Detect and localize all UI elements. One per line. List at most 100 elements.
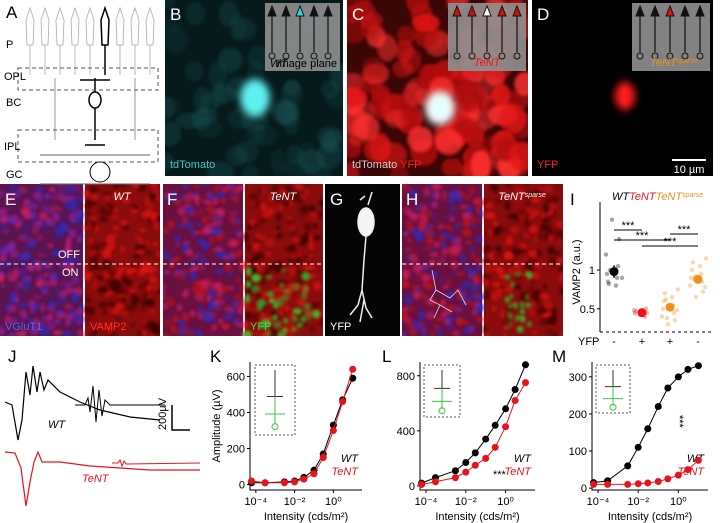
stain: tdTomato bbox=[352, 159, 397, 171]
speckle bbox=[37, 323, 47, 334]
speckle bbox=[63, 253, 74, 259]
speckle bbox=[309, 272, 316, 280]
speckle bbox=[411, 212, 419, 221]
point bbox=[502, 423, 510, 431]
speckle bbox=[207, 289, 216, 297]
speckle bbox=[525, 190, 535, 199]
speckle bbox=[461, 211, 472, 221]
speckle bbox=[28, 203, 39, 210]
speckle bbox=[411, 227, 420, 237]
soma bbox=[296, 52, 304, 60]
speckle bbox=[142, 249, 153, 257]
speckle bbox=[234, 237, 241, 245]
soma bbox=[650, 4, 660, 17]
soma bbox=[498, 52, 506, 60]
speckle bbox=[198, 237, 206, 246]
soma bbox=[651, 52, 659, 60]
significance: *** bbox=[493, 469, 507, 481]
speckle bbox=[513, 192, 524, 198]
speckle bbox=[283, 317, 288, 324]
speckle bbox=[69, 212, 75, 223]
speckle bbox=[450, 238, 459, 245]
genotype-name: TeNT bbox=[650, 57, 678, 69]
speckle bbox=[396, 25, 416, 46]
speckle bbox=[199, 257, 208, 265]
speckle bbox=[485, 264, 490, 274]
speckle bbox=[475, 236, 483, 242]
speckle bbox=[275, 224, 281, 231]
speckle bbox=[233, 294, 242, 300]
speckle bbox=[221, 323, 229, 330]
speckle bbox=[144, 195, 150, 206]
soma bbox=[666, 52, 674, 60]
soma bbox=[513, 52, 521, 60]
point bbox=[703, 256, 709, 261]
speckle bbox=[116, 194, 125, 200]
speckle bbox=[520, 315, 525, 323]
soma bbox=[482, 4, 492, 17]
speckle bbox=[57, 184, 64, 189]
speckle bbox=[265, 274, 273, 280]
speckle bbox=[65, 313, 75, 320]
point bbox=[616, 236, 622, 242]
point bbox=[659, 314, 665, 319]
photoreceptor bbox=[70, 6, 80, 75]
panel-labels: A B C DE F G H IJ K L M bbox=[5, 3, 575, 366]
speckle bbox=[522, 233, 530, 239]
speckle bbox=[476, 218, 482, 223]
soma bbox=[680, 4, 690, 17]
speckle bbox=[91, 220, 96, 228]
speckle bbox=[417, 203, 426, 209]
speckle bbox=[483, 295, 490, 300]
inset-box bbox=[254, 364, 296, 436]
point bbox=[654, 403, 662, 411]
speckle bbox=[172, 313, 179, 321]
speckle bbox=[447, 303, 457, 312]
point bbox=[614, 275, 620, 281]
neuron-trace bbox=[429, 269, 467, 319]
speckle bbox=[166, 270, 172, 275]
ganglion-cell bbox=[89, 161, 111, 183]
speckle bbox=[505, 184, 512, 189]
speckle bbox=[554, 184, 560, 193]
speckle bbox=[307, 265, 316, 271]
speckle bbox=[100, 301, 107, 308]
speckle bbox=[138, 238, 144, 245]
cell-cyan bbox=[240, 79, 270, 117]
speckle bbox=[111, 317, 119, 323]
speckle bbox=[218, 318, 224, 325]
speckle bbox=[463, 327, 469, 334]
speckle bbox=[508, 320, 513, 328]
speckle bbox=[278, 188, 288, 195]
speckle bbox=[152, 283, 160, 293]
speckle bbox=[181, 290, 188, 299]
speckle bbox=[429, 251, 439, 257]
speckle bbox=[554, 257, 563, 263]
point bbox=[310, 470, 318, 478]
trace-label: TeNT bbox=[82, 473, 110, 485]
speckle bbox=[531, 299, 536, 308]
soma bbox=[323, 4, 333, 17]
speckle bbox=[460, 297, 467, 308]
speckle bbox=[166, 220, 176, 229]
speckle bbox=[492, 83, 511, 106]
speckle bbox=[165, 0, 177, 10]
speckle bbox=[215, 192, 226, 198]
speckle bbox=[296, 251, 302, 258]
point bbox=[349, 365, 357, 373]
speckle bbox=[18, 268, 26, 277]
legend: WTTeNTTeNTsparse bbox=[612, 191, 703, 203]
speckle bbox=[432, 184, 443, 190]
speckle bbox=[262, 290, 268, 299]
speckle bbox=[455, 307, 460, 312]
speckle bbox=[318, 199, 323, 207]
speckle bbox=[180, 319, 185, 326]
legend-entry: TeNT bbox=[656, 191, 684, 203]
speckle bbox=[252, 274, 262, 282]
point bbox=[339, 398, 347, 406]
speckle bbox=[246, 266, 252, 276]
scale-label: 200µV bbox=[157, 397, 169, 430]
y-tick-label: 1 bbox=[589, 265, 595, 277]
speckle bbox=[463, 280, 472, 288]
point bbox=[664, 384, 672, 392]
